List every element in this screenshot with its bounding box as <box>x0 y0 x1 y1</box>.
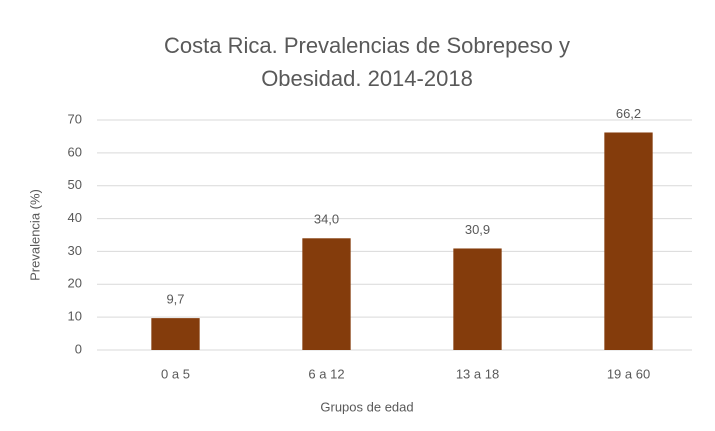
bar <box>604 132 653 350</box>
bar <box>302 238 351 350</box>
data-label: 66,2 <box>616 106 641 121</box>
x-tick-label: 6 a 12 <box>308 366 344 381</box>
y-tick-label: 40 <box>68 210 82 225</box>
y-tick-label: 10 <box>68 309 82 324</box>
y-axis-label: Prevalencia (%) <box>27 189 42 281</box>
bar <box>151 318 200 350</box>
y-tick-label: 30 <box>68 243 82 258</box>
bar <box>453 248 502 350</box>
y-tick-label: 50 <box>68 177 82 192</box>
y-tick-label: 60 <box>68 144 82 159</box>
y-tick-label: 0 <box>75 341 82 356</box>
x-tick-label: 19 a 60 <box>607 366 650 381</box>
data-label: 9,7 <box>166 292 184 307</box>
y-tick-label: 70 <box>68 111 82 126</box>
x-axis-label: Grupos de edad <box>320 399 413 414</box>
data-label: 34,0 <box>314 212 339 227</box>
chart-title: Obesidad. 2014-2018 <box>261 66 473 91</box>
chart-title: Costa Rica. Prevalencias de Sobrepeso y <box>164 33 570 58</box>
x-tick-label: 0 a 5 <box>161 366 190 381</box>
data-label: 30,9 <box>465 222 490 237</box>
y-tick-label: 20 <box>68 276 82 291</box>
x-tick-label: 13 a 18 <box>456 366 499 381</box>
